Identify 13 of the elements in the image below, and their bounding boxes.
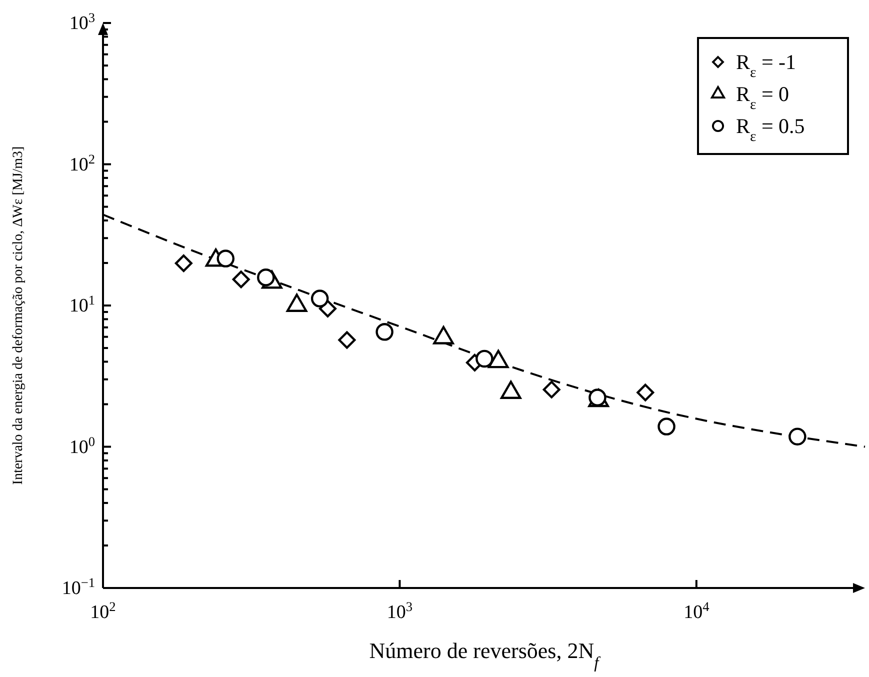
y-tick-label: 10$^{−1}$ — [62, 574, 95, 599]
x-tick-label: 10$^{2}$ — [90, 598, 116, 623]
y-tick-label: 10$^{3}$ — [69, 10, 96, 34]
x-axis-title: Número de reversões, 2N$_{f}$ — [369, 638, 602, 672]
x-tick-label: 10$^{4}$ — [684, 598, 710, 623]
legend-label: R$_{ε}$ = 0 — [736, 82, 790, 113]
y-axis-title: Intervalo da energia de deformação por ciclo, ΔWε [MJ/m3] — [11, 146, 26, 485]
y-tick-label: 10$^{1}$ — [69, 292, 95, 316]
y-tick-label: 10$^{2}$ — [69, 150, 95, 176]
legend-label: R$_{ε}$ = -1 — [736, 50, 796, 81]
legend-label: R$_{ε}$ = 0.5 — [736, 114, 805, 145]
x-tick-label: 10$^{3}$ — [386, 598, 413, 623]
y-tick-label: 10$^{0}$ — [69, 433, 96, 458]
